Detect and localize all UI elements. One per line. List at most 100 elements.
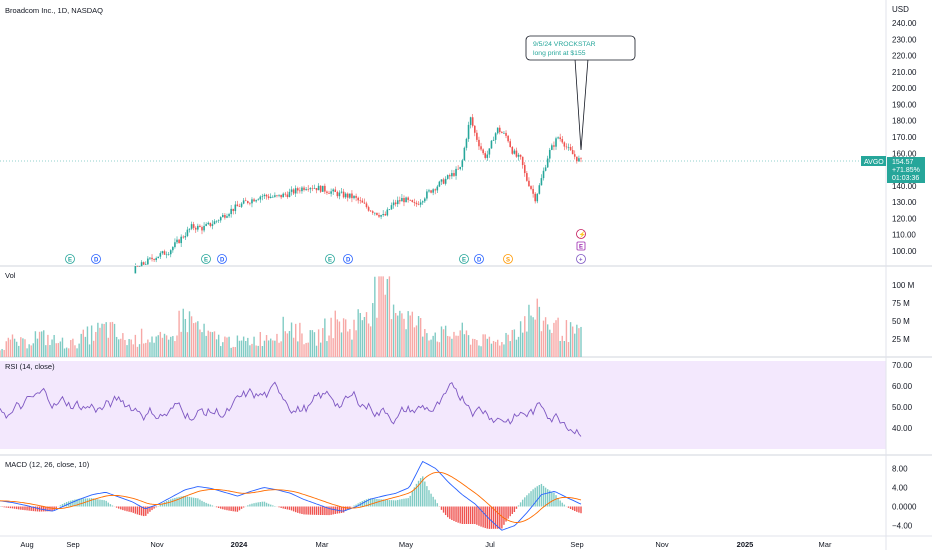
macd-hist-bar	[142, 506, 145, 517]
macd-axis[interactable]: 8.00 4.00 0.0000 −4.00	[892, 465, 917, 531]
macd-hist-bar	[217, 506, 220, 508]
macd-hist-bar	[453, 506, 455, 522]
lightning-icon[interactable]: ⚡	[576, 229, 586, 239]
candle-body	[172, 247, 174, 251]
volume-bar	[38, 331, 41, 357]
volume-bar	[326, 341, 328, 357]
macd-hist-bar	[230, 506, 232, 511]
macd-hist-bar	[513, 506, 516, 513]
volume-bar	[497, 339, 499, 357]
candle-body	[546, 158, 549, 168]
candle-body	[580, 158, 582, 159]
macd-hist-bar	[497, 506, 499, 529]
dividend-icon[interactable]: D	[343, 254, 353, 264]
macd-hist-bar	[15, 506, 18, 510]
candle-body	[178, 239, 180, 244]
price-tick-label: 230.00	[892, 35, 917, 44]
macd-hist-bar	[311, 506, 314, 515]
earnings-icon[interactable]: E	[201, 254, 211, 264]
candle-body	[290, 189, 293, 192]
candle-body	[463, 147, 466, 161]
candle-body	[155, 258, 157, 261]
candle-body	[215, 220, 218, 222]
macd-hist-bar	[328, 506, 330, 516]
macd-hist-bar	[388, 500, 391, 507]
candle-body	[278, 194, 280, 196]
volume-bar	[459, 330, 461, 357]
last-price-tag[interactable]: AVGO 154.57 +71.85% 01:03:36	[861, 156, 925, 183]
macd-hist-bar	[236, 506, 239, 512]
volume-bar	[447, 335, 449, 357]
candle-body	[311, 188, 314, 189]
dividend-icon[interactable]: D	[474, 254, 484, 264]
volume-bar	[34, 331, 37, 357]
candle-body	[324, 185, 326, 192]
volume-bar	[519, 321, 522, 357]
volume-bar	[13, 338, 16, 357]
macd-hist-bar	[30, 506, 32, 511]
macd-hist-bar	[409, 495, 411, 507]
event-markers[interactable]: E D E D E D E D S ⚡ E +	[65, 229, 586, 264]
candle-body	[369, 210, 372, 212]
macd-hist-bar	[476, 506, 478, 525]
volume-bar	[15, 341, 18, 357]
macd-hist-bar	[26, 506, 28, 511]
annotation-callout[interactable]: 9/5/24 VROCKSTAR long print at $155	[525, 35, 636, 151]
earnings-icon[interactable]: E	[576, 241, 586, 251]
time-axis[interactable]: Aug Sep Nov 2024 Mar May Jul Sep Nov 2025 Mar	[20, 540, 832, 549]
macd-hist-bar	[557, 497, 559, 507]
volume-bar	[122, 333, 124, 357]
volume-bar	[163, 333, 166, 357]
macd-hist-bar	[576, 506, 578, 512]
rsi-axis[interactable]: 70.00 60.00 50.00 40.00	[892, 361, 913, 433]
volume-bar	[138, 344, 141, 357]
candle-body	[265, 194, 268, 197]
macd-hist-bar	[521, 499, 524, 507]
macd-hist-bar	[324, 506, 326, 516]
volume-bar	[478, 345, 480, 357]
plus-icon[interactable]: +	[576, 254, 586, 264]
price-axis[interactable]: 240.00 230.00 220.00 210.00 200.00 190.00 180.…	[892, 19, 917, 256]
macd-hist-bar	[101, 499, 103, 507]
earnings-icon[interactable]: E	[65, 254, 75, 264]
candle-body	[161, 251, 164, 254]
macd-hist-bar	[474, 506, 476, 525]
svg-text:E: E	[204, 258, 208, 264]
candle-body	[167, 254, 170, 255]
candle-body	[538, 185, 541, 194]
macd-hist-bar	[270, 504, 272, 507]
volume-bar	[68, 348, 70, 357]
macd-hist-bar	[571, 506, 574, 511]
volume-bar	[344, 319, 347, 357]
volume-bar	[384, 294, 386, 357]
volume-axis[interactable]: 100 M 75 M 50 M 25 M	[892, 281, 915, 344]
earnings-icon[interactable]: E	[325, 254, 335, 264]
macd-hist-bar	[288, 506, 291, 510]
split-icon[interactable]: S	[503, 254, 513, 264]
candle-body	[417, 204, 420, 205]
macd-hist-bar	[530, 491, 532, 507]
candle-body	[138, 266, 141, 267]
earnings-icon[interactable]: E	[459, 254, 469, 264]
macd-hist-bar	[299, 506, 301, 514]
macd-hist-bar	[282, 506, 284, 509]
currency-label[interactable]: USD	[892, 5, 909, 14]
macd-hist-bar	[415, 483, 418, 507]
macd-hist-bar	[432, 496, 434, 507]
candle-body	[321, 185, 324, 192]
symbol-title[interactable]: Broadcom Inc., 1D, NASDAQ	[5, 6, 103, 15]
volume-bar	[451, 338, 453, 357]
macd-hist-bar	[240, 506, 243, 509]
macd-hist-bar	[401, 499, 403, 507]
volume-bar	[347, 331, 349, 357]
callout-box[interactable]	[525, 35, 636, 61]
candle-body	[405, 197, 407, 203]
volume-bar	[313, 332, 316, 357]
volume-bar	[95, 331, 97, 357]
dividend-icon[interactable]: D	[217, 254, 227, 264]
macd-hist-bar	[384, 499, 386, 507]
volume-bar	[207, 330, 209, 357]
dividend-icon[interactable]: D	[91, 254, 101, 264]
svg-text:D: D	[346, 258, 351, 264]
